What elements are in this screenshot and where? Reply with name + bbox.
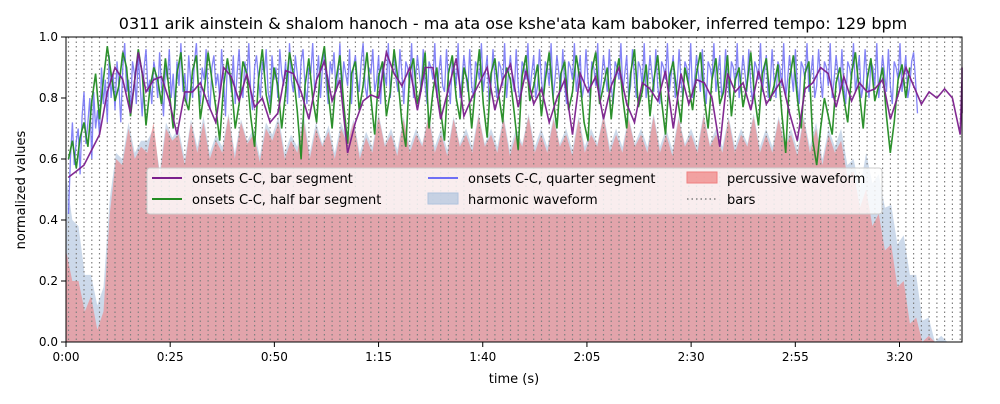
plot-frame [65,36,963,343]
x-tick-label: 1:40 [469,350,496,364]
legend-swatch-patch [427,192,459,205]
x-tick-label: 2:05 [573,350,600,364]
x-tick-label: 3:20 [886,350,913,364]
legend-label: harmonic waveform [468,193,598,208]
x-tick-label: 0:25 [157,350,184,364]
x-axis: 0:00 0:25 0:50 1:15 1:40 2:05 2:30 2:55 3:20 [53,342,913,364]
y-tick-label: 0.2 [39,274,58,288]
y-tick-label: 0.8 [39,91,58,105]
x-tick-label: 1:15 [365,350,392,364]
series-line-0 [68,49,963,178]
legend-label: percussive waveform [727,172,865,187]
x-tick-label: 2:30 [678,350,705,364]
series-layer [67,43,963,214]
x-axis-label: time (s) [489,372,539,387]
legend: onsets C-C, bar segment onsets C-C, half … [146,167,883,215]
legend-swatch-patch [686,171,718,184]
y-tick-label: 0.6 [39,152,58,166]
x-tick-label: 2:55 [782,350,809,364]
y-axis: 0.0 0.2 0.4 0.6 0.8 1.0 [39,30,66,349]
chart-title: 0311 arik ainstein & shalom hanoch - ma … [119,14,907,33]
x-tick-label: 0:00 [53,350,80,364]
y-axis-label: normalized values [14,130,29,249]
y-tick-label: 1.0 [39,30,58,44]
x-tick-label: 0:50 [261,350,288,364]
legend-label: bars [727,193,756,208]
y-tick-label: 0.0 [39,335,58,349]
legend-label: onsets C-C, bar segment [192,172,353,187]
y-tick-label: 0.4 [39,213,58,227]
legend-label: onsets C-C, quarter segment [468,172,655,187]
series-line-1 [67,46,911,169]
legend-label: onsets C-C, half bar segment [192,193,381,208]
